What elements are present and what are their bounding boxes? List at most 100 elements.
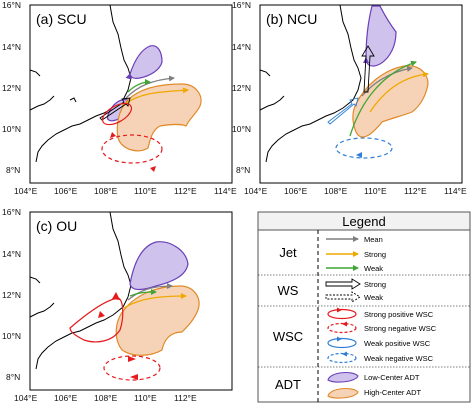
panel-b-jet-weak	[349, 60, 417, 137]
panel-b-lon-tick: 104°E	[244, 186, 268, 196]
panel-c-high-adt	[115, 285, 200, 356]
panel-a-lat-tick: 12°N	[2, 83, 21, 93]
panel-a-jet-weak	[127, 79, 151, 93]
panel-b-lon-tick: 114°E	[444, 186, 467, 196]
legend-item-ws-weak: Weak	[364, 293, 383, 302]
panel-a-lat-tick: 16°N	[2, 0, 21, 10]
panel-b-lon-tick: 112°E	[404, 186, 427, 196]
panel-c-title: (c) OU	[36, 218, 77, 234]
legend-ws-strong-symbol	[325, 278, 361, 290]
panel-a-wsc-strong-pos	[101, 102, 133, 126]
panel-a-lon-tick: 106°E	[54, 186, 78, 196]
panel-a-lat-tick: 10°N	[2, 124, 21, 134]
legend-item-wsc-strong-pos: Strong positive WSC	[364, 310, 434, 319]
panel-a-lon-tick: 104°E	[14, 186, 38, 196]
panel-c-wsc-arrow-1	[112, 292, 120, 300]
panel-c-lon-tick: 104°E	[14, 393, 38, 403]
panel-a: 16°N 14°N 12°N 10°N 8°N 104°E 106°E 108°…	[2, 0, 237, 196]
legend-item-wsc-weak-neg: Weak negative WSC	[364, 354, 434, 363]
panel-b-ws-strong	[361, 45, 375, 93]
panel-b-ws-weak	[327, 97, 359, 125]
legend-item-jet-mean: Mean	[364, 235, 383, 244]
panel-c-wsc-arrow-3	[130, 374, 138, 380]
panel-b: 16°N 14°N 12°N 10°N 8°N 104°E 106°E 108°…	[232, 0, 467, 196]
panel-b-lon-tick: 110°E	[364, 186, 387, 196]
panel-a-wsc-strong-neg	[101, 134, 163, 164]
panel-a-lat-tick: 14°N	[2, 42, 21, 52]
legend-wsc-weak-pos-symbol	[327, 337, 357, 349]
panel-c-lon-tick: 108°E	[94, 393, 118, 403]
panel-c-jet-strong	[123, 293, 187, 309]
panel-b-lon-tick: 108°E	[324, 186, 348, 196]
panel-c-jet-mean	[127, 283, 173, 301]
panel-a-lon-tick: 110°E	[134, 186, 157, 196]
panel-a-lon-tick: 108°E	[94, 186, 118, 196]
panel-b-wsc-arrow	[356, 152, 362, 158]
legend-wsc-arrow	[337, 336, 342, 342]
legend-item-adt-low: Low-Center ADT	[364, 373, 420, 382]
panel-c-coastline	[29, 211, 132, 370]
legend-item-wsc-weak-pos: Weak positive WSC	[364, 339, 431, 348]
panel-c-wsc-arrow-4	[128, 356, 136, 362]
legend-wsc-weak-neg-symbol	[327, 352, 357, 364]
legend-item-jet-weak: Weak	[364, 264, 383, 273]
panel-a-low-adt	[130, 45, 163, 79]
panel-b-wsc-weak-neg	[335, 137, 393, 159]
panel-b-coastline	[259, 4, 362, 163]
panel-b-high-adt	[352, 65, 429, 138]
panel-b-jet-mean	[361, 65, 413, 97]
panel-b-jet-strong	[369, 71, 429, 113]
panel-a-wsc-arrow-1	[150, 166, 156, 172]
panel-b-lat-tick: 12°N	[232, 83, 251, 93]
panel-b-lat-tick: 16°N	[232, 0, 251, 10]
panel-c-lat-tick: 14°N	[2, 249, 21, 259]
panel-c-jet-weak	[129, 289, 157, 297]
panel-c-frame	[29, 211, 233, 391]
panel-a-wsc-arrow-2	[110, 132, 116, 138]
legend-category-ws: WS	[278, 283, 299, 298]
panel-c-low-adt	[129, 241, 189, 291]
panel-a-lat-tick: 8°N	[6, 165, 20, 175]
legend-item-ws-strong: Strong	[364, 280, 386, 289]
legend-wsc-strong-neg-symbol	[327, 322, 357, 334]
legend-adt-high-symbol	[327, 387, 359, 399]
legend-ws-weak-symbol	[325, 291, 361, 303]
legend-title: Legend	[342, 214, 385, 229]
panel-a-lon-tick: 112°E	[174, 186, 197, 196]
legend-wsc-strong-pos-symbol	[327, 308, 357, 320]
panel-a-ws-strong	[99, 97, 131, 121]
legend-item-adt-high: High-Center ADT	[364, 388, 422, 397]
panel-c-lat-tick: 16°N	[2, 207, 21, 217]
legend-box: Legend Jet Mean Strong Weak WS Strong We…	[257, 211, 471, 403]
panel-c-wsc-strong-neg	[103, 355, 161, 381]
legend-frame	[257, 211, 471, 403]
panel-b-lon-tick: 106°E	[284, 186, 308, 196]
legend-wsc-arrow	[342, 321, 347, 327]
panel-b-low-adt	[366, 5, 397, 67]
legend-adt-low-symbol	[327, 371, 359, 383]
panel-c-wsc-strong-pos	[69, 297, 124, 343]
legend-category-adt: ADT	[275, 377, 301, 392]
panel-b-lat-tick: 10°N	[232, 124, 251, 134]
panel-c-lat-tick: 10°N	[2, 331, 21, 341]
panel-b-title: (b) NCU	[266, 11, 317, 27]
panel-b-lat-tick: 14°N	[232, 42, 251, 52]
legend-item-jet-strong: Strong	[364, 250, 386, 259]
legend-category-jet: Jet	[279, 245, 297, 260]
panel-a-jet-strong	[121, 87, 189, 107]
panel-b-lat-tick: 8°N	[236, 165, 250, 175]
panel-c-lon-tick: 110°E	[134, 393, 157, 403]
panel-c-lat-tick: 8°N	[6, 372, 20, 382]
panel-c-wsc-arrow-2	[98, 311, 105, 318]
panel-a-title: (a) SCU	[36, 11, 87, 27]
panel-c-lat-tick: 12°N	[2, 290, 21, 300]
panel-a-coastline	[29, 4, 132, 163]
panel-c-lon-tick: 106°E	[54, 393, 78, 403]
legend-wsc-arrow	[342, 351, 347, 357]
legend-wsc-arrow	[337, 307, 342, 313]
panel-a-high-adt	[116, 83, 202, 152]
legend-title-bar	[257, 211, 471, 231]
legend-item-wsc-strong-neg: Strong negative WSC	[364, 324, 437, 333]
panel-a-lon-tick: 114°E	[214, 186, 237, 196]
